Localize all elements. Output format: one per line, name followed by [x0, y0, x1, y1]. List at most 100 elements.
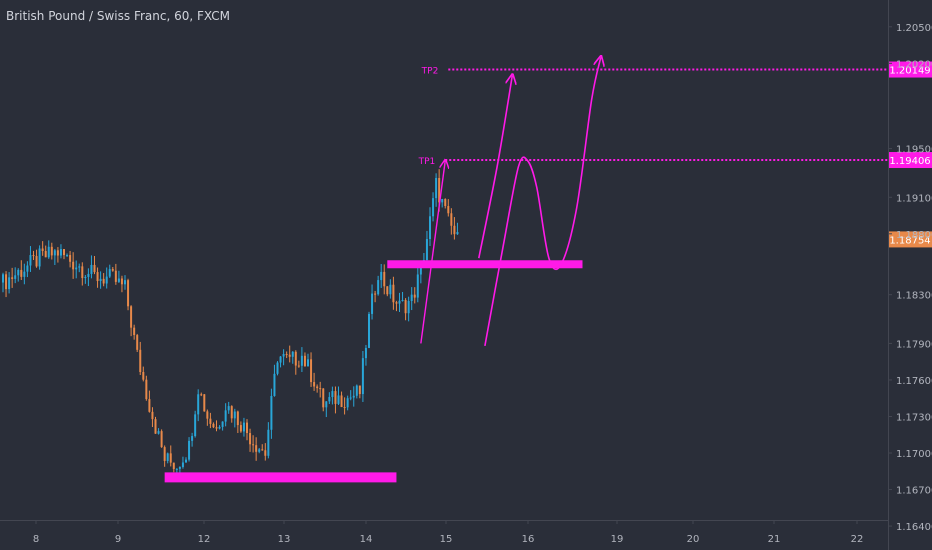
candle-body [374, 294, 376, 295]
candle-body [331, 391, 333, 397]
candle-body [273, 374, 275, 396]
candle-body [359, 386, 361, 395]
price-tick-label: 1.18800 [896, 230, 932, 241]
candle [14, 267, 16, 283]
price-tick-label: 1.17900 [896, 339, 932, 350]
time-tick-label: 14 [360, 534, 373, 545]
candle-body [237, 412, 239, 426]
candle-body [185, 460, 187, 463]
candle [145, 376, 147, 401]
candle-body [386, 286, 388, 294]
candle-body [200, 394, 202, 395]
candle [243, 418, 245, 437]
candle [414, 287, 416, 303]
candle [78, 264, 80, 273]
candle [103, 273, 105, 286]
candle [347, 396, 349, 411]
candle-body [167, 453, 169, 461]
candle [429, 207, 431, 246]
candle [100, 271, 102, 288]
candle-body [124, 280, 126, 284]
price-tick-label: 1.18300 [896, 291, 932, 302]
candle [435, 173, 437, 207]
candle [60, 244, 62, 258]
candle-body [118, 279, 120, 282]
candle-body [432, 198, 434, 216]
candle [316, 384, 318, 392]
candle [237, 411, 239, 433]
candle [280, 356, 282, 367]
candle-body [414, 295, 416, 298]
candle-body [139, 350, 141, 372]
candle [298, 361, 300, 368]
candle [277, 361, 279, 375]
time-tick-label: 13 [278, 534, 291, 545]
candle-body [191, 436, 193, 441]
candle-body [295, 352, 297, 366]
candle [188, 437, 190, 461]
candle [310, 352, 312, 387]
candle [173, 462, 175, 472]
candle-body [14, 275, 16, 279]
candle [127, 279, 129, 310]
candle-body [109, 269, 111, 276]
candle [139, 342, 141, 375]
candle [151, 407, 153, 427]
candle-body [447, 206, 449, 213]
candle-body [301, 356, 303, 366]
candle [261, 444, 263, 451]
candle-body [399, 301, 401, 304]
candle-body [231, 406, 233, 418]
candle-body [36, 256, 38, 266]
candle-body [264, 450, 266, 456]
candle [371, 284, 373, 319]
candle-body [100, 279, 102, 281]
candle [5, 271, 7, 297]
candle [42, 241, 44, 256]
candle [130, 305, 132, 336]
candle-body [145, 380, 147, 399]
candle [97, 268, 99, 288]
candle [57, 247, 59, 263]
candle [121, 276, 123, 292]
candle [228, 402, 230, 414]
candle [231, 405, 233, 422]
candle [106, 267, 108, 288]
candle [307, 354, 309, 367]
candle-body [203, 394, 205, 411]
candle [292, 351, 294, 364]
candle-body [39, 249, 41, 267]
candle-body [170, 453, 172, 462]
candle-body [441, 199, 443, 202]
candle [39, 245, 41, 269]
price-tick-label: 1.17600 [896, 376, 932, 387]
projection-arrow-2 [479, 76, 513, 259]
candle [216, 420, 218, 431]
candle-body [277, 363, 279, 374]
candle-body [136, 335, 138, 350]
candle-body [20, 270, 22, 277]
candle [45, 246, 47, 258]
candle [399, 293, 401, 312]
candle [432, 192, 434, 221]
candle [344, 397, 346, 414]
candle-body [325, 401, 327, 407]
candle [365, 345, 367, 366]
candle-body [383, 272, 385, 286]
candle-body [456, 232, 458, 234]
candle [405, 298, 407, 320]
candle-body [194, 414, 196, 436]
candle-body [112, 269, 114, 271]
candle [194, 411, 196, 438]
candle [90, 255, 92, 278]
candle-body [368, 314, 370, 348]
price-tick-label: 1.20500 [896, 23, 932, 34]
candle-body [249, 433, 251, 444]
candle [222, 421, 224, 430]
candle-body [243, 423, 245, 432]
time-tick-label: 22 [851, 534, 864, 545]
price-tick-label: 1.19500 [896, 145, 932, 156]
candle [255, 437, 257, 461]
